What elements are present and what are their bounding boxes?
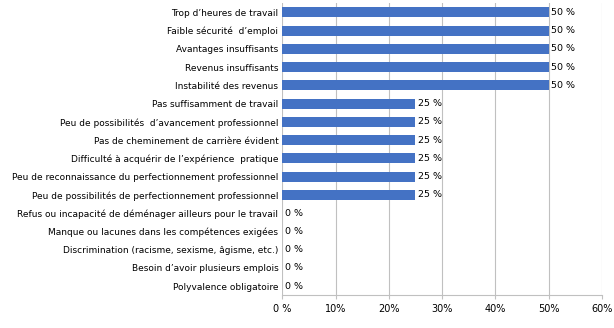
Text: 25 %: 25 % [418, 172, 442, 181]
Text: 0 %: 0 % [285, 281, 303, 291]
Bar [282, 154, 416, 163]
Text: 0 %: 0 % [285, 209, 303, 217]
Text: 0 %: 0 % [285, 263, 303, 272]
Text: 0 %: 0 % [285, 245, 303, 254]
Bar [282, 117, 416, 127]
Bar [282, 135, 416, 145]
Text: 25 %: 25 % [418, 117, 442, 126]
Bar [282, 190, 416, 200]
Bar [282, 26, 548, 36]
Text: 50 %: 50 % [551, 26, 575, 35]
Text: 0 %: 0 % [285, 227, 303, 236]
Bar [282, 172, 416, 182]
Bar [282, 99, 416, 109]
Bar [282, 62, 548, 72]
Text: 50 %: 50 % [551, 44, 575, 53]
Text: 25 %: 25 % [418, 190, 442, 199]
Text: 50 %: 50 % [551, 81, 575, 90]
Text: 50 %: 50 % [551, 8, 575, 17]
Bar [282, 44, 548, 54]
Text: 25 %: 25 % [418, 154, 442, 163]
Text: 50 %: 50 % [551, 63, 575, 72]
Bar [282, 8, 548, 17]
Text: 25 %: 25 % [418, 99, 442, 108]
Text: 25 %: 25 % [418, 135, 442, 145]
Bar [282, 80, 548, 91]
